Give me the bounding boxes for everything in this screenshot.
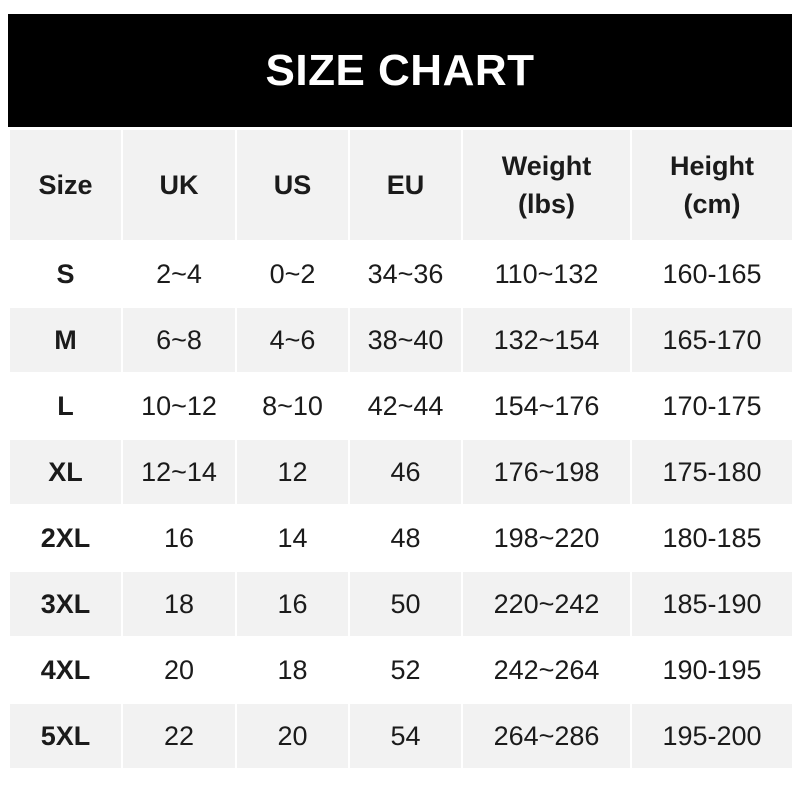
column-header: EU bbox=[348, 128, 463, 242]
table-cell: 20 bbox=[121, 636, 237, 704]
table-cell: 195-200 bbox=[630, 702, 794, 770]
title-bar: SIZE CHART bbox=[8, 14, 792, 127]
size-cell: L bbox=[8, 372, 123, 440]
table-row: M 6~8 4~6 38~40 132~154 165-170 bbox=[8, 306, 794, 374]
table-cell: 16 bbox=[121, 504, 237, 572]
table-cell: 2~4 bbox=[121, 240, 237, 308]
size-cell: 5XL bbox=[8, 702, 123, 770]
column-header: Size bbox=[8, 128, 123, 242]
table-cell: 198~220 bbox=[461, 504, 632, 572]
table-cell: 12~14 bbox=[121, 438, 237, 506]
table-cell: 46 bbox=[348, 438, 463, 506]
table-cell: 165-170 bbox=[630, 306, 794, 374]
table-row: S 2~4 0~2 34~36 110~132 160-165 bbox=[8, 240, 794, 308]
table-cell: 16 bbox=[235, 570, 350, 638]
size-cell: S bbox=[8, 240, 123, 308]
table-cell: 48 bbox=[348, 504, 463, 572]
table-cell: 160-165 bbox=[630, 240, 794, 308]
table-cell: 50 bbox=[348, 570, 463, 638]
column-header-label: EU bbox=[386, 170, 425, 200]
column-header-unit: (cm) bbox=[683, 189, 741, 219]
table-cell: 220~242 bbox=[461, 570, 632, 638]
table-row: XL 12~14 12 46 176~198 175-180 bbox=[8, 438, 794, 506]
table-cell: 6~8 bbox=[121, 306, 237, 374]
table-cell: 175-180 bbox=[630, 438, 794, 506]
table-cell: 54 bbox=[348, 702, 463, 770]
table-cell: 264~286 bbox=[461, 702, 632, 770]
table-cell: 0~2 bbox=[235, 240, 350, 308]
table-row: 3XL 18 16 50 220~242 185-190 bbox=[8, 570, 794, 638]
size-cell: 4XL bbox=[8, 636, 123, 704]
table-cell: 190-195 bbox=[630, 636, 794, 704]
column-header-label: US bbox=[273, 170, 312, 200]
table-cell: 180-185 bbox=[630, 504, 794, 572]
table-cell: 10~12 bbox=[121, 372, 237, 440]
column-header-label: Size bbox=[38, 170, 93, 200]
table-cell: 8~10 bbox=[235, 372, 350, 440]
table-cell: 14 bbox=[235, 504, 350, 572]
column-header-label: Weight bbox=[501, 151, 592, 181]
table-cell: 110~132 bbox=[461, 240, 632, 308]
table-cell: 185-190 bbox=[630, 570, 794, 638]
table-row: 4XL 20 18 52 242~264 190-195 bbox=[8, 636, 794, 704]
table-cell: 22 bbox=[121, 702, 237, 770]
table-row: L 10~12 8~10 42~44 154~176 170-175 bbox=[8, 372, 794, 440]
table-cell: 132~154 bbox=[461, 306, 632, 374]
table-cell: 18 bbox=[121, 570, 237, 638]
column-header: US bbox=[235, 128, 350, 242]
table-cell: 42~44 bbox=[348, 372, 463, 440]
table-cell: 4~6 bbox=[235, 306, 350, 374]
table-cell: 242~264 bbox=[461, 636, 632, 704]
table-cell: 38~40 bbox=[348, 306, 463, 374]
column-header-unit: (lbs) bbox=[518, 189, 575, 219]
table-cell: 12 bbox=[235, 438, 350, 506]
size-cell: 2XL bbox=[8, 504, 123, 572]
table-cell: 154~176 bbox=[461, 372, 632, 440]
column-header: Height (cm) bbox=[630, 128, 794, 242]
page-title: SIZE CHART bbox=[265, 45, 535, 95]
header-row: Size UK US EU Weight (lbs) Height (cm) bbox=[8, 128, 794, 242]
column-header: UK bbox=[121, 128, 237, 242]
table-row: 2XL 16 14 48 198~220 180-185 bbox=[8, 504, 794, 572]
table-cell: 18 bbox=[235, 636, 350, 704]
size-cell: 3XL bbox=[8, 570, 123, 638]
column-header: Weight (lbs) bbox=[461, 128, 632, 242]
table-cell: 176~198 bbox=[461, 438, 632, 506]
table-cell: 170-175 bbox=[630, 372, 794, 440]
size-cell: M bbox=[8, 306, 123, 374]
table-row: 5XL 22 20 54 264~286 195-200 bbox=[8, 702, 794, 770]
column-header-label: UK bbox=[159, 170, 199, 200]
size-cell: XL bbox=[8, 438, 123, 506]
table-cell: 20 bbox=[235, 702, 350, 770]
table-cell: 52 bbox=[348, 636, 463, 704]
table-cell: 34~36 bbox=[348, 240, 463, 308]
column-header-label: Height bbox=[670, 151, 754, 181]
size-table: Size UK US EU Weight (lbs) Height (cm) S 2~4 0~2 3… bbox=[8, 128, 794, 770]
